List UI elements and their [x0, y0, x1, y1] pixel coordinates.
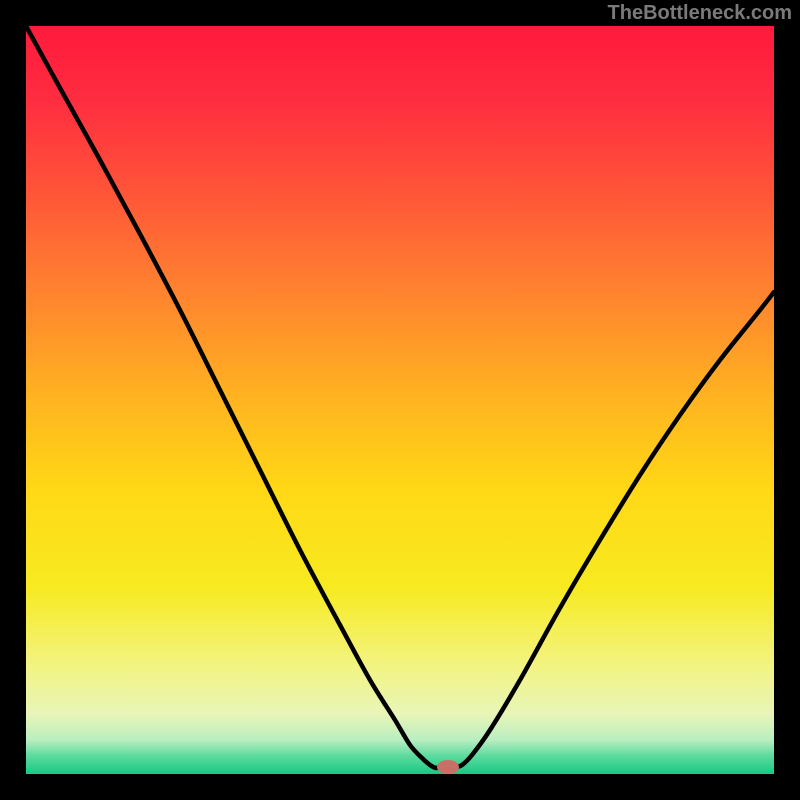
watermark-text: TheBottleneck.com [608, 2, 792, 25]
optimal-point-marker [437, 760, 459, 774]
chart-gradient-bg [26, 26, 774, 774]
bottleneck-curve-chart [0, 0, 800, 800]
chart-container: TheBottleneck.com [0, 0, 800, 800]
